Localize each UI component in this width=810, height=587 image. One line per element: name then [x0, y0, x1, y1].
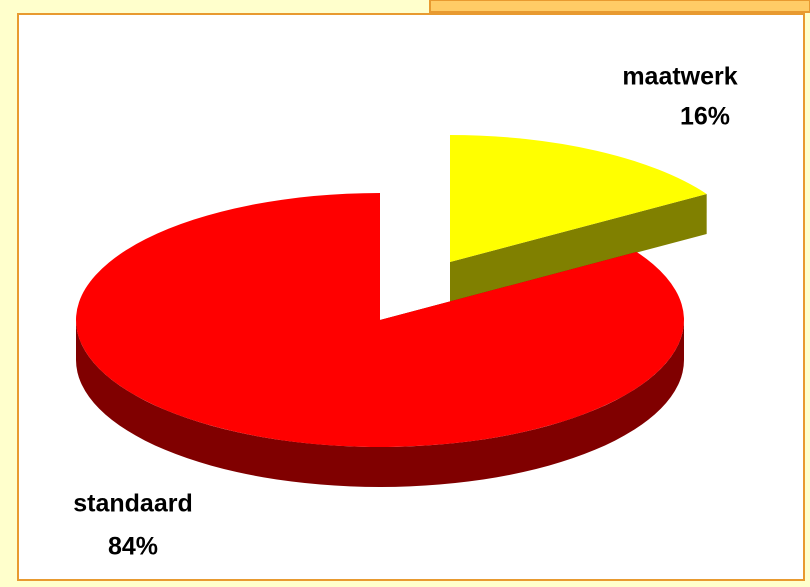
- slice: [75, 193, 684, 447]
- slice-label: standaard: [73, 490, 192, 518]
- top-strip: [429, 0, 810, 13]
- slice-value-label: 84%: [108, 533, 158, 561]
- slice-label: maatwerk: [622, 63, 737, 91]
- slice-side: [76, 320, 684, 487]
- slice-value-label: 16%: [680, 103, 730, 131]
- slice-face: [450, 193, 707, 302]
- slice: [450, 135, 707, 262]
